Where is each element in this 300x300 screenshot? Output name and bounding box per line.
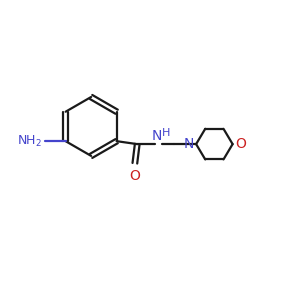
Text: N: N — [151, 129, 161, 142]
Text: H: H — [162, 128, 170, 138]
Text: O: O — [129, 169, 140, 182]
Text: O: O — [235, 137, 246, 151]
Text: NH$_2$: NH$_2$ — [17, 134, 42, 149]
Text: N: N — [183, 137, 194, 151]
